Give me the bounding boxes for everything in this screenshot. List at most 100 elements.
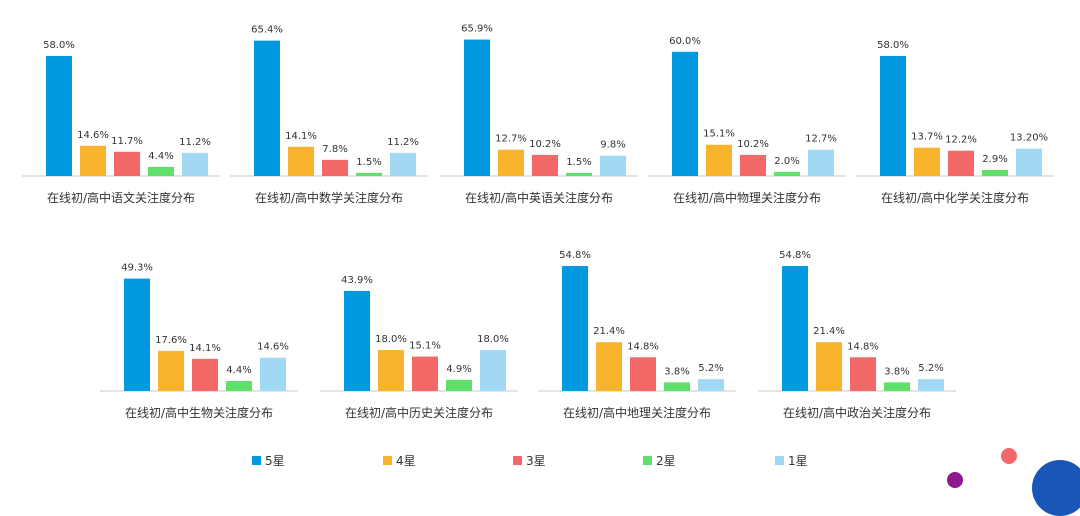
charts-canvas: 58.0% 14.6%11.7% 4.4% 11.2% 在线初/高中语文关注度分布 65.…	[22, 24, 1054, 420]
bar-1	[562, 266, 588, 391]
bar-1	[464, 39, 490, 176]
bar-2	[158, 350, 184, 391]
data-label: 14.1%	[189, 343, 221, 354]
data-label: 14.6%	[77, 130, 109, 141]
data-label: 11.7%	[111, 136, 143, 147]
decor-dot-red	[1001, 448, 1017, 464]
data-label: 14.8%	[627, 341, 659, 352]
data-label: 21.4%	[593, 326, 625, 337]
bar-1	[254, 40, 280, 176]
data-label: 12.2%	[945, 135, 977, 146]
bar-2	[706, 144, 732, 176]
chart-panel-6: 49.3% 17.6%14.1% 4.4% 14.6% 在线初/高中生物关注度分布	[100, 263, 298, 420]
data-label: 15.1%	[703, 129, 735, 140]
bar-3	[322, 159, 348, 176]
data-label: 5.2%	[698, 363, 723, 374]
chart-panel-8: 54.8% 21.4%14.8% 3.8% 5.2% 在线初/高中地理关注度分布	[538, 250, 736, 420]
data-label: 13.20%	[1010, 133, 1048, 144]
data-label: 65.4%	[251, 25, 283, 36]
chart-panel-5: 58.0% 13.7% 12.2% 2.9%13.20% 在线初/高中化学关注度分布	[856, 40, 1054, 205]
data-label: 2.0%	[774, 156, 799, 167]
data-label: 5.2%	[918, 363, 943, 374]
bar-4	[566, 172, 592, 176]
chart-title: 在线初/高中生物关注度分布	[125, 405, 273, 420]
bar-3	[850, 357, 876, 391]
bar-3	[114, 151, 140, 176]
data-label: 4.4%	[226, 365, 251, 376]
bar-3	[630, 357, 656, 391]
decor-circle-blue	[1032, 460, 1080, 516]
data-label: 7.8%	[322, 144, 347, 155]
bar-1	[880, 55, 906, 176]
data-label: 15.1%	[409, 341, 441, 352]
bar-2	[914, 147, 940, 176]
data-label: 65.9%	[461, 24, 493, 35]
bar-5	[918, 379, 944, 391]
data-label: 18.0%	[477, 334, 509, 345]
data-label: 58.0%	[877, 40, 909, 51]
chart-title: 在线初/高中历史关注度分布	[345, 405, 493, 420]
bar-2	[596, 342, 622, 391]
chart-title: 在线初/高中数学关注度分布	[255, 190, 403, 205]
bar-5	[698, 379, 724, 391]
chart-title: 在线初/高中政治关注度分布	[783, 405, 931, 420]
data-label: 18.0%	[375, 334, 407, 345]
chart-panel-3: 65.9% 12.7% 10.2% 1.5% 9.8% 在线初/高中英语关注度分布	[440, 24, 638, 205]
chart-title: 在线初/高中语文关注度分布	[47, 190, 195, 205]
data-label: 21.4%	[813, 326, 845, 337]
chart-panel-7: 43.9%18.0%15.1%4.9%18.0%在线初/高中历史关注度分布	[320, 275, 518, 420]
chart-title: 在线初/高中英语关注度分布	[465, 190, 613, 205]
bar-2	[288, 146, 314, 176]
data-label: 54.8%	[779, 250, 811, 261]
bar-4	[982, 169, 1008, 176]
bar-5	[480, 349, 506, 391]
data-label: 49.3%	[121, 263, 153, 274]
chart-panel-2: 65.4% 14.1% 7.8% 1.5% 11.2% 在线初/高中数学关注度分布	[230, 25, 428, 205]
data-label: 43.9%	[341, 275, 373, 286]
data-label: 4.9%	[446, 364, 471, 375]
chart-title: 在线初/高中化学关注度分布	[881, 190, 1029, 205]
data-label: 3.8%	[884, 366, 909, 377]
data-label: 2.9%	[982, 154, 1007, 165]
bar-5	[1016, 148, 1042, 176]
decor-dot-purple	[947, 472, 963, 488]
data-label: 14.1%	[285, 131, 317, 142]
bar-5	[260, 357, 286, 391]
bar-5	[390, 152, 416, 176]
bar-1	[344, 290, 370, 391]
bar-3	[740, 154, 766, 176]
bar-5	[600, 155, 626, 176]
bar-1	[124, 278, 150, 391]
bar-2	[816, 342, 842, 391]
bar-3	[532, 154, 558, 176]
bar-4	[446, 379, 472, 391]
data-label: 4.4%	[148, 151, 173, 162]
chart-panel-4: 60.0% 15.1%10.2% 2.0% 12.7% 在线初/高中物理关注度分布	[648, 36, 846, 205]
data-label: 10.2%	[737, 139, 769, 150]
bar-2	[498, 149, 524, 176]
chart-panel-1: 58.0% 14.6%11.7% 4.4% 11.2% 在线初/高中语文关注度分布	[22, 40, 220, 205]
data-label: 11.2%	[387, 137, 419, 148]
data-label: 54.8%	[559, 250, 591, 261]
bar-1	[46, 55, 72, 176]
bar-3	[412, 356, 438, 391]
bar-4	[884, 382, 910, 391]
data-label: 17.6%	[155, 335, 187, 346]
data-label: 3.8%	[664, 366, 689, 377]
data-label: 14.8%	[847, 341, 879, 352]
data-label: 1.5%	[356, 157, 381, 168]
bar-5	[182, 152, 208, 176]
data-label: 60.0%	[669, 36, 701, 47]
bar-5	[808, 149, 834, 176]
bar-2	[80, 145, 106, 176]
chart-panel-9: 54.8% 21.4%14.8% 3.8% 5.2% 在线初/高中政治关注度分布	[758, 250, 956, 420]
data-label: 58.0%	[43, 40, 75, 51]
chart-title: 在线初/高中物理关注度分布	[673, 190, 821, 205]
bar-3	[948, 150, 974, 176]
bar-4	[226, 380, 252, 391]
data-label: 10.2%	[529, 139, 561, 150]
bar-4	[356, 172, 382, 176]
data-label: 11.2%	[179, 137, 211, 148]
bar-3	[192, 358, 218, 391]
bar-4	[148, 166, 174, 176]
